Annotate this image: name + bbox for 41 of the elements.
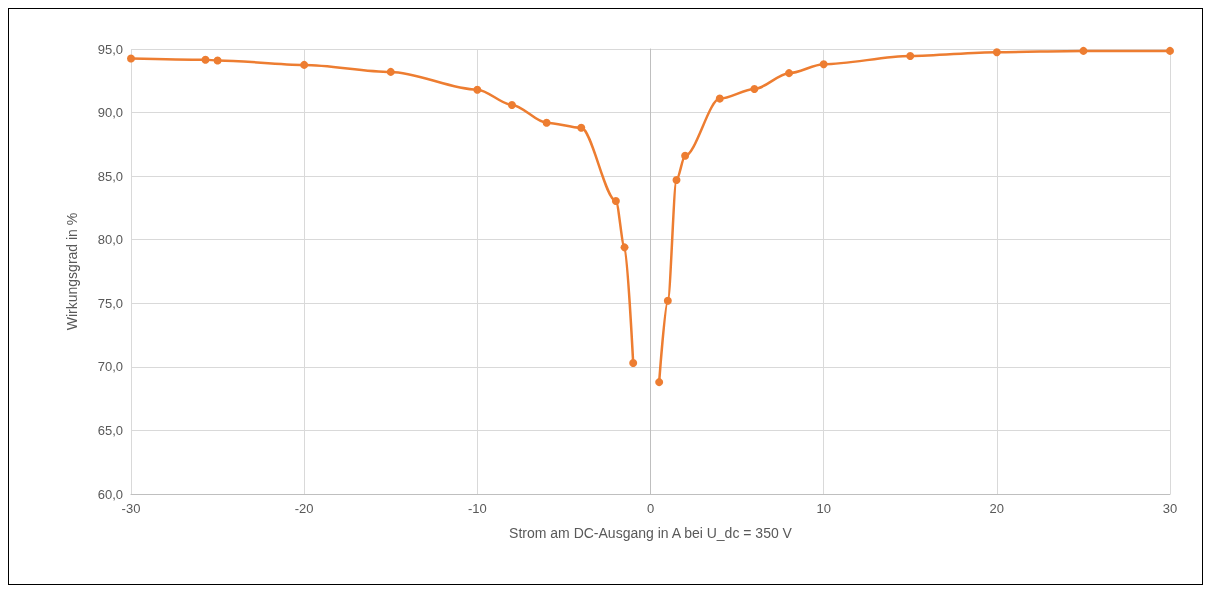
point [655,378,664,387]
point [715,94,724,103]
y-tick-label: 80,0 [97,232,123,248]
x-tick-label: -30 [121,501,141,516]
point [577,123,586,132]
point [819,60,828,69]
point [473,85,482,94]
x-tick-label: -10 [467,501,487,516]
y-tick-label: 75,0 [97,295,123,311]
point [663,296,672,305]
point [611,196,620,205]
y-axis-title: Wirkungsgrad in % [64,212,80,331]
point [672,175,681,184]
y-tick-label: 85,0 [97,168,123,184]
y-tick-label: 70,0 [97,359,123,375]
x-tick-label: -20 [294,501,314,516]
point [906,51,915,60]
point [507,100,516,109]
point [300,60,309,69]
x-tick-label: 20 [989,501,1005,516]
point [213,56,222,65]
y-tick-label: 90,0 [97,105,123,121]
x-tick-label: 30 [1162,501,1178,516]
y-tick-label: 95,0 [97,41,123,57]
point [1166,46,1174,55]
point [127,54,135,63]
point [542,118,551,127]
y-tick-label: 60,0 [97,486,123,502]
point [1079,46,1088,55]
point [681,151,690,160]
point [629,359,638,368]
x-tick-label: 10 [816,501,831,516]
point [750,85,759,94]
y-tick-label: 65,0 [97,422,123,438]
point [201,55,210,64]
point [386,67,395,76]
x-axis-title: Strom am DC-Ausgang in A bei U_dc = 350 V [509,525,793,541]
x-tick-label: 0 [646,501,655,516]
point [992,48,1001,57]
point [785,69,794,78]
point [620,243,629,252]
